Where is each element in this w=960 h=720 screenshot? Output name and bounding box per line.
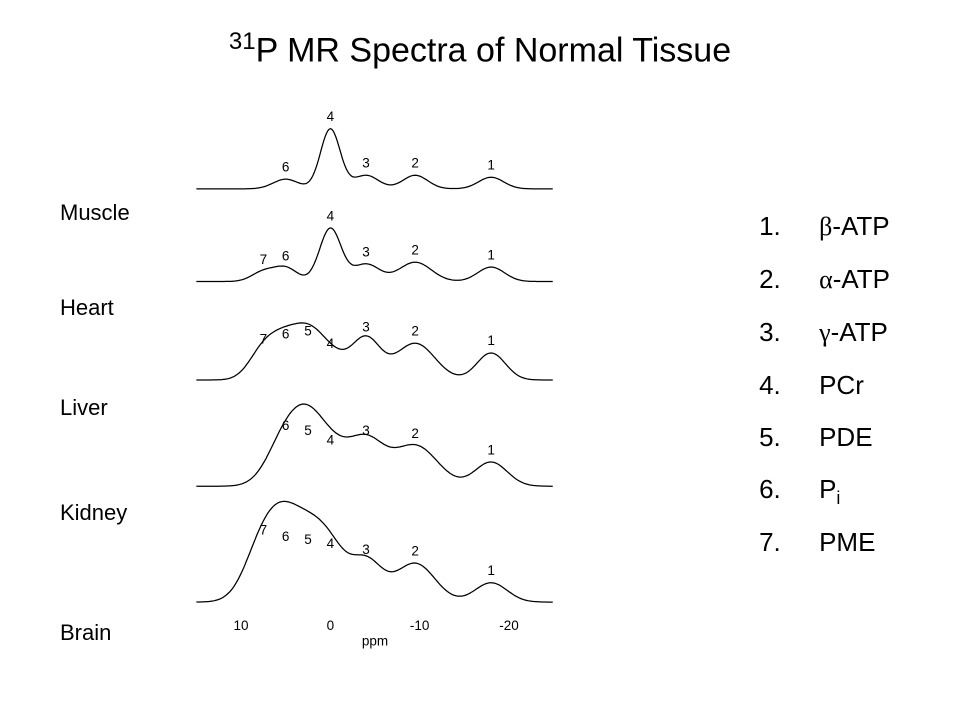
legend-number: 1. — [759, 200, 819, 253]
peak-label: 3 — [362, 542, 370, 557]
peak-label: 3 — [362, 423, 370, 438]
peak-label: 4 — [327, 209, 335, 224]
spectrum-brain — [196, 501, 552, 602]
peak-label: 2 — [411, 156, 419, 171]
peak-label: 4 — [327, 109, 335, 124]
peak-label: 4 — [327, 336, 335, 351]
legend-symbol: β-ATP — [819, 200, 890, 253]
legend-row-5: 5.PDE — [759, 411, 890, 463]
peak-label: 3 — [362, 156, 370, 171]
peak-label: 5 — [304, 423, 312, 438]
peak-label: 3 — [362, 320, 370, 335]
peak-label: 4 — [327, 536, 335, 551]
spectra-svg: 1234612346712345671234561234567100-10-20… — [190, 100, 560, 660]
legend-number: 4. — [759, 359, 819, 411]
peak-label: 6 — [282, 418, 290, 433]
x-tick-label: -20 — [499, 618, 519, 633]
peak-label: 1 — [487, 563, 495, 578]
spectrum-muscle — [196, 129, 552, 189]
legend-row-7: 7.PME — [759, 516, 890, 568]
tissue-label-heart: Heart — [60, 295, 114, 321]
peak-label: 7 — [260, 331, 268, 346]
spectra-chart: 1234612346712345671234561234567100-10-20… — [190, 100, 560, 660]
legend-row-4: 4.PCr — [759, 359, 890, 411]
peak-label: 1 — [487, 442, 495, 457]
tissue-label-kidney: Kidney — [60, 500, 127, 526]
peak-label: 5 — [304, 532, 312, 547]
legend-row-2: 2.α-ATP — [759, 253, 890, 306]
peak-label: 2 — [411, 544, 419, 559]
legend-row-6: 6.Pi — [759, 463, 890, 516]
legend-symbol: PDE — [819, 411, 872, 463]
tissue-label-brain: Brain — [60, 620, 111, 646]
spectrum-liver — [196, 323, 552, 380]
peak-label: 7 — [260, 252, 268, 267]
peak-label: 2 — [411, 426, 419, 441]
legend-number: 5. — [759, 411, 819, 463]
peak-label: 6 — [282, 248, 290, 263]
spectrum-heart — [196, 228, 552, 282]
legend-symbol: Pi — [819, 463, 840, 516]
legend-symbol: γ-ATP — [819, 306, 888, 359]
x-axis-label: ppm — [362, 634, 388, 649]
legend-symbol: α-ATP — [819, 253, 890, 306]
peak-label: 5 — [304, 324, 312, 339]
spectrum-kidney — [196, 404, 552, 486]
peak-label: 1 — [487, 333, 495, 348]
x-tick-label: 0 — [327, 618, 335, 633]
legend-number: 7. — [759, 516, 819, 568]
peak-label: 1 — [487, 158, 495, 173]
tissue-label-liver: Liver — [60, 395, 108, 421]
peak-label: 1 — [487, 247, 495, 262]
legend-symbol: PME — [819, 516, 875, 568]
legend-number: 2. — [759, 253, 819, 306]
x-tick-label: -10 — [410, 618, 430, 633]
title-superscript: 31 — [229, 28, 256, 55]
page-title: 31P MR Spectra of Normal Tissue — [0, 28, 960, 70]
peak-label: 2 — [411, 242, 419, 257]
legend-row-3: 3.γ-ATP — [759, 306, 890, 359]
peak-label: 3 — [362, 244, 370, 259]
legend-row-1: 1.β-ATP — [759, 200, 890, 253]
legend-symbol: PCr — [819, 359, 864, 411]
peak-label: 4 — [327, 433, 335, 448]
peak-label: 7 — [260, 522, 268, 537]
peak-label: 2 — [411, 324, 419, 339]
x-tick-label: 10 — [234, 618, 249, 633]
legend-number: 6. — [759, 463, 819, 516]
legend: 1.β-ATP2.α-ATP3.γ-ATP4.PCr5.PDE6.Pi7.PME — [759, 200, 890, 568]
peak-label: 6 — [282, 159, 290, 174]
peak-label: 6 — [282, 326, 290, 341]
peak-label: 6 — [282, 529, 290, 544]
tissue-label-muscle: Muscle — [60, 200, 130, 226]
legend-number: 3. — [759, 306, 819, 359]
title-text: P MR Spectra of Normal Tissue — [256, 31, 732, 69]
